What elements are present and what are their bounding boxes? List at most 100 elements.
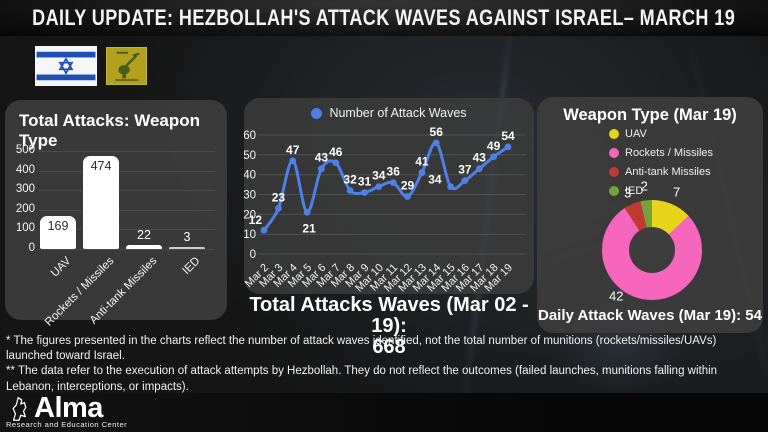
gridline — [39, 209, 215, 211]
total-attack-waves-value: 668 — [372, 336, 406, 358]
data-point — [418, 169, 426, 177]
bar-value-label: 169 — [47, 218, 69, 233]
data-point — [461, 177, 469, 184]
y-axis-tick-label: 300 — [15, 183, 35, 196]
gridline — [39, 229, 215, 231]
slice-value-label: 3 — [624, 185, 632, 201]
data-point-label: 43 — [473, 151, 487, 165]
attack-waves-panel: Number of Attack Waves 0 10 20 30 40 50 60 12 23… — [244, 98, 534, 294]
data-point — [490, 153, 497, 161]
total-attack-waves-summary: Total Attacks Waves (Mar 02 - 19): 668 — [244, 295, 534, 358]
y-axis-tick-label: 0 — [250, 249, 256, 261]
gridline — [39, 249, 215, 250]
data-point-label: 49 — [487, 139, 501, 153]
legend-label: Anti-tank Missiles — [625, 165, 711, 178]
alma-logo: Alma Research and Education Center — [6, 394, 128, 430]
donut-legend: UAV Rockets / Missiles Anti-tank Missiles I… — [609, 124, 713, 200]
data-point-label: 47 — [286, 143, 300, 157]
legend-dot-icon — [311, 107, 323, 119]
legend-swatch-icon — [609, 185, 619, 196]
daily-attack-waves-label: Daily Attack Waves (Mar 19): 54 — [538, 307, 762, 324]
weapon-type-panel: Weapon Type (Mar 19) UAV Rockets / Missil… — [537, 97, 763, 333]
donut-chart — [602, 200, 702, 300]
bar — [126, 244, 162, 249]
data-point-label: 12 — [249, 213, 263, 227]
y-axis-tick-label: 500 — [15, 144, 35, 156]
legend-label: UAV — [625, 127, 647, 140]
slice-value-label: 2 — [640, 178, 648, 194]
data-point-label: 21 — [302, 221, 316, 235]
data-point — [332, 159, 340, 167]
data-point-label: 34 — [372, 169, 386, 183]
slice-value-label: 42 — [609, 288, 624, 304]
bar-value-label: 3 — [183, 230, 191, 244]
data-point — [447, 183, 454, 190]
y-axis-tick-label: 10 — [244, 229, 256, 241]
data-point-label: 43 — [315, 151, 329, 165]
hezbollah-flag-icon — [106, 47, 147, 85]
legend-item: Anti-tank Missiles — [609, 162, 713, 181]
data-point-label: 37 — [458, 163, 472, 177]
data-point-label: 23 — [272, 190, 286, 204]
data-point — [289, 157, 297, 165]
data-point — [260, 226, 268, 234]
y-axis-tick-label: 200 — [15, 202, 35, 215]
bar — [83, 156, 119, 249]
footnotes: * The figures presented in the charts re… — [6, 334, 762, 395]
legend-swatch-icon — [609, 128, 619, 139]
bottom-bar: Alma Research and Education Center — [0, 393, 768, 432]
y-axis-tick-label: 50 — [244, 150, 256, 162]
y-axis-tick-label: 0 — [28, 242, 35, 254]
page-title: DAILY UPDATE: HEZBOLLAH'S ATTACK WAVES A… — [32, 5, 736, 30]
legend-item: UAV — [609, 124, 713, 143]
data-point — [504, 143, 512, 151]
y-axis-tick-label: 20 — [244, 209, 256, 221]
data-point-label: 29 — [401, 179, 415, 193]
data-point — [375, 183, 383, 190]
total-attack-waves-label: Total Attacks Waves (Mar 02 - 19): — [249, 294, 529, 337]
data-point — [361, 189, 368, 196]
bar-value-label: 22 — [137, 227, 151, 242]
legend-swatch-icon — [609, 147, 619, 158]
gridline — [39, 190, 215, 192]
footnote-1: * The figures presented in the charts re… — [6, 335, 717, 363]
slice-value-label: 7 — [672, 184, 681, 200]
y-axis-tick-label: 40 — [244, 170, 256, 182]
legend-label: IED — [625, 184, 644, 197]
data-point-label: 31 — [358, 175, 372, 189]
y-axis-tick-label: 100 — [15, 222, 35, 235]
data-point — [275, 205, 282, 212]
data-point — [303, 208, 311, 216]
header-bar: DAILY UPDATE: HEZBOLLAH'S ATTACK WAVES A… — [0, 0, 768, 36]
data-point-label: 32 — [343, 173, 357, 187]
line-series — [262, 141, 510, 232]
y-axis-tick-label: 30 — [244, 190, 256, 202]
data-point-label: 56 — [430, 125, 444, 139]
bar — [40, 215, 76, 249]
legend-item: Rockets / Missiles — [609, 143, 713, 162]
x-axis-category-label: UAV — [48, 255, 74, 280]
total-attacks-panel: Total Attacks: Weapon Type 0 100 200 300 400… — [5, 100, 227, 329]
data-point — [432, 139, 440, 147]
legend-label: Number of Attack Waves — [329, 106, 467, 120]
data-point — [404, 193, 411, 200]
donut-chart-title: Weapon Type (Mar 19) — [563, 106, 737, 124]
legend-label: Rockets / Missiles — [625, 146, 714, 159]
israel-flag-icon — [35, 46, 97, 86]
bar-value-label: 474 — [90, 159, 112, 174]
data-point — [475, 165, 483, 173]
legend-item: IED — [609, 181, 713, 200]
data-point — [346, 187, 354, 194]
data-point-label: 41 — [415, 155, 429, 169]
alma-logo-tagline: Research and Education Center — [6, 420, 128, 429]
data-point-label: 34 — [428, 173, 442, 187]
alma-map-icon — [12, 396, 27, 421]
line-chart-legend: Number of Attack Waves — [244, 106, 534, 120]
y-axis-tick-label: 60 — [244, 130, 256, 142]
data-point-label: 54 — [501, 129, 515, 143]
gridline — [39, 170, 215, 172]
y-axis-tick-label: 400 — [15, 163, 35, 176]
x-axis-category-label: IED — [180, 255, 203, 278]
